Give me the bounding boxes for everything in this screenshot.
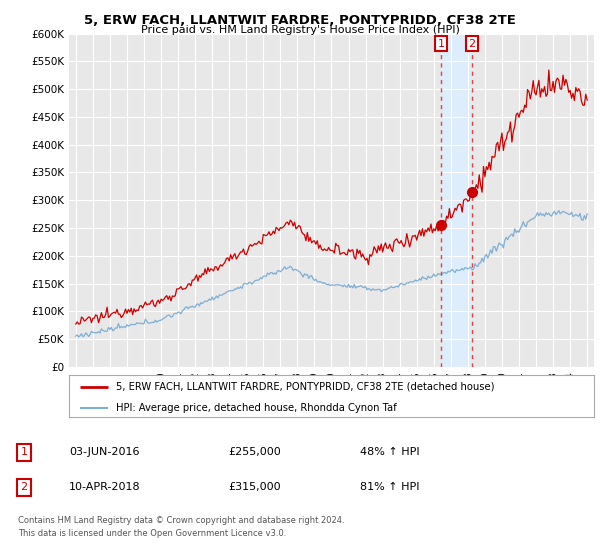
Text: 2: 2	[469, 39, 476, 49]
Text: 5, ERW FACH, LLANTWIT FARDRE, PONTYPRIDD, CF38 2TE: 5, ERW FACH, LLANTWIT FARDRE, PONTYPRIDD…	[84, 14, 516, 27]
Text: £255,000: £255,000	[228, 447, 281, 458]
Text: This data is licensed under the Open Government Licence v3.0.: This data is licensed under the Open Gov…	[18, 529, 286, 538]
Bar	[441, 34, 472, 367]
Text: Contains HM Land Registry data © Crown copyright and database right 2024.: Contains HM Land Registry data © Crown c…	[18, 516, 344, 525]
Text: 03-JUN-2016: 03-JUN-2016	[69, 447, 139, 458]
Text: 1: 1	[437, 39, 445, 49]
Text: Price paid vs. HM Land Registry's House Price Index (HPI): Price paid vs. HM Land Registry's House …	[140, 25, 460, 35]
Text: 5, ERW FACH, LLANTWIT FARDRE, PONTYPRIDD, CF38 2TE (detached house): 5, ERW FACH, LLANTWIT FARDRE, PONTYPRIDD…	[116, 381, 495, 391]
Text: 81% ↑ HPI: 81% ↑ HPI	[360, 482, 419, 492]
Text: 1: 1	[20, 447, 28, 458]
Text: HPI: Average price, detached house, Rhondda Cynon Taf: HPI: Average price, detached house, Rhon…	[116, 403, 397, 413]
Text: 48% ↑ HPI: 48% ↑ HPI	[360, 447, 419, 458]
Text: £315,000: £315,000	[228, 482, 281, 492]
Text: 2: 2	[20, 482, 28, 492]
Text: 10-APR-2018: 10-APR-2018	[69, 482, 140, 492]
